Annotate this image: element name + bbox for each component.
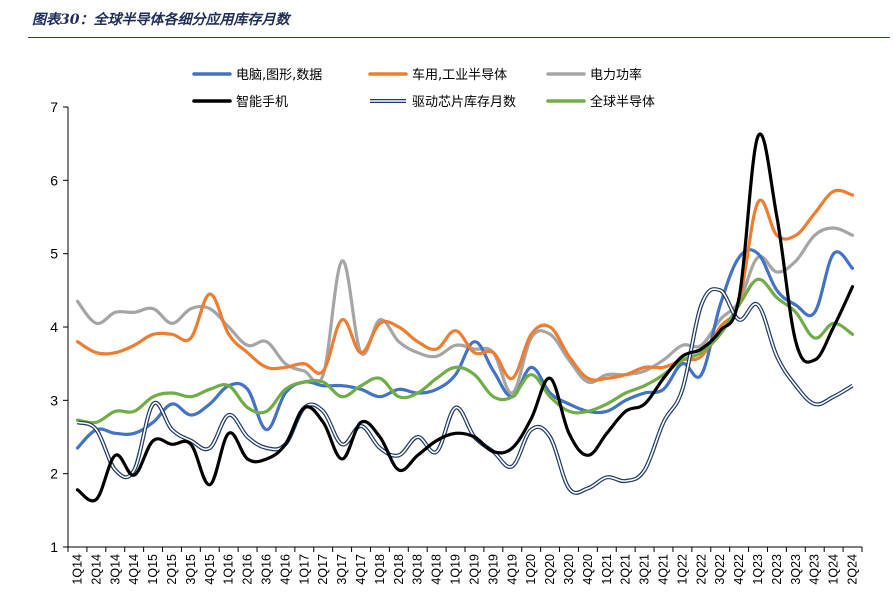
legend-label: 车用,工业半导体 (412, 67, 507, 83)
x-tick-label: 3Q21 (638, 554, 652, 585)
x-tick-label: 4Q21 (657, 554, 671, 585)
x-tick-label: 3Q19 (486, 554, 500, 585)
series-3-line (75, 132, 855, 503)
figure-title: 图表30：全球半导体各细分应用库存月数 (32, 12, 290, 28)
x-tick-label: 1Q20 (524, 554, 538, 585)
x-tick-label: 4Q23 (808, 554, 822, 585)
legend-label: 全球半导体 (590, 94, 655, 110)
y-tick-label: 3 (50, 392, 58, 408)
x-tick-label: 1Q21 (600, 554, 614, 585)
x-tick-label: 1Q23 (751, 554, 765, 585)
x-tick-label: 1Q17 (297, 554, 311, 585)
y-tick-label: 5 (50, 246, 58, 262)
x-tick-label: 2Q22 (694, 554, 708, 585)
x-axis: 1Q14 2Q14 3Q14 4Q14 1Q15 2Q15 3Q15 4Q15 1Q16 2Q16… (67, 546, 863, 585)
x-tick-label: 2Q16 (241, 554, 255, 585)
x-tick-label: 1Q22 (675, 554, 689, 585)
legend-label: 智能手机 (236, 95, 288, 110)
x-tick-label: 1Q24 (827, 554, 841, 585)
x-tick-label: 2Q15 (165, 554, 179, 585)
x-tick-label: 3Q15 (184, 554, 198, 585)
x-tick-label: 2Q21 (619, 554, 633, 585)
y-tick-label: 4 (50, 319, 58, 335)
x-tick-label: 4Q19 (505, 554, 519, 585)
x-tick-label: 3Q17 (335, 554, 349, 585)
legend-label: 电脑,图形,数据 (236, 68, 322, 83)
series-4-line-outer (76, 286, 854, 495)
x-tick-label: 1Q14 (70, 554, 84, 585)
series-1-line (75, 188, 855, 382)
x-tick-label: 4Q18 (430, 554, 444, 585)
y-tick-label: 7 (50, 99, 58, 115)
x-tick-label: 4Q20 (581, 554, 595, 585)
x-tick-label: 2Q18 (392, 554, 406, 585)
legend-label: 电力功率 (590, 67, 642, 83)
x-tick-label: 3Q14 (108, 554, 122, 585)
x-tick-label: 3Q23 (789, 554, 803, 585)
x-tick-label: 1Q15 (146, 554, 160, 585)
x-tick-label: 3Q20 (562, 554, 576, 585)
x-tick-label: 2Q24 (846, 554, 860, 585)
x-tick-label: 3Q22 (713, 554, 727, 585)
x-tick-label: 1Q19 (449, 554, 463, 585)
x-tick-label: 1Q16 (222, 554, 236, 585)
x-tick-label: 3Q18 (411, 554, 425, 585)
y-tick-label: 6 (50, 172, 58, 188)
series-4-line-inner (77, 288, 853, 494)
series-0-line (75, 248, 855, 450)
legend-label: 驱动芯片库存月数 (412, 94, 516, 110)
x-tick-label: 4Q16 (278, 554, 292, 585)
series-5-line (75, 277, 855, 425)
y-axis: 1 2 3 4 5 6 7 (50, 99, 69, 555)
x-tick-label: 4Q17 (354, 554, 368, 585)
x-tick-label: 2Q23 (770, 554, 784, 585)
x-tick-label: 2Q14 (89, 554, 103, 585)
x-tick-label: 4Q22 (732, 554, 746, 585)
x-tick-label: 2Q19 (467, 554, 481, 585)
x-tick-label: 4Q14 (127, 554, 141, 585)
x-tick-label: 2Q20 (543, 554, 557, 585)
x-tick-label: 1Q18 (373, 554, 387, 585)
x-tick-label: 3Q16 (260, 554, 274, 585)
x-tick-label: 4Q15 (203, 554, 217, 585)
x-tick-label: 2Q17 (316, 554, 330, 585)
title-divider (28, 37, 890, 38)
y-tick-label: 1 (50, 539, 58, 555)
y-tick-label: 2 (50, 466, 58, 482)
series-2-line (75, 226, 855, 395)
plot-area (75, 132, 855, 503)
